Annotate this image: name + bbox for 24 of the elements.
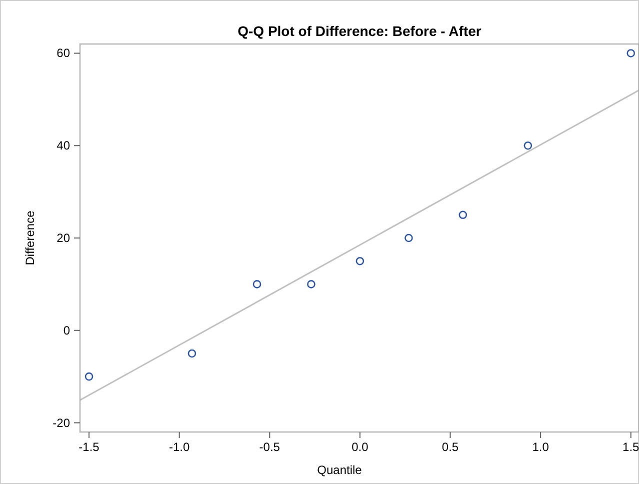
point [458,210,468,220]
point [188,349,196,358]
x-tick-label: 1.0 [532,440,550,454]
x-tick-label: 0.0 [352,440,369,454]
point [252,280,262,288]
y-tick-label: 40 [56,138,70,153]
y-axis-title: Difference [23,210,37,266]
y-tick-label: 0 [63,323,70,338]
point [84,372,94,381]
x-tick-label: -0.5 [259,440,280,454]
chart-title: Q-Q Plot of Difference: Before - After [238,23,482,39]
x-tick-label: -1.5 [78,440,100,454]
x-tick-label: 1.5 [622,440,639,454]
x-tick-label: 0.5 [442,440,459,454]
y-tick-label: -20 [52,416,70,430]
point [307,280,316,288]
point [524,141,532,150]
y-tick-label: 20 [56,231,70,245]
x-axis-title: Quantile [317,463,362,477]
point [356,256,364,266]
y-tick-label: 60 [56,46,70,60]
point [626,49,636,58]
x-tick-label: -1.0 [168,440,190,454]
point [404,234,413,242]
